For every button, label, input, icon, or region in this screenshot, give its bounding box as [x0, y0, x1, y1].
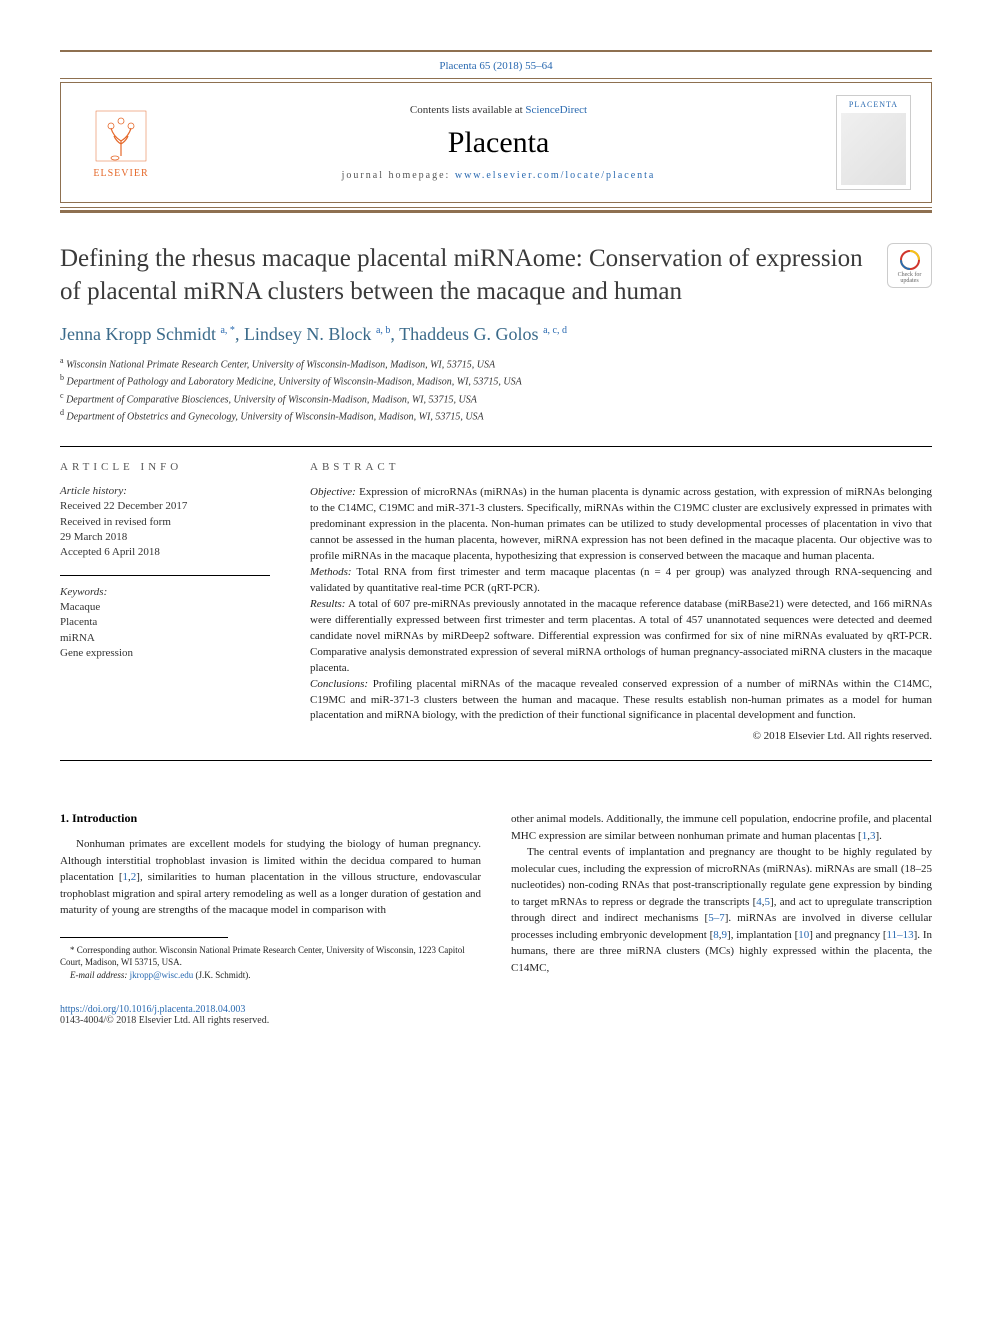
author-2: Lindsey N. Block — [244, 324, 372, 344]
conclusions-label: Conclusions: — [310, 678, 368, 690]
affiliation-c: Department of Comparative Biosciences, U… — [66, 394, 477, 405]
keyword-4: Gene expression — [60, 646, 270, 661]
author-1: Jenna Kropp Schmidt — [60, 324, 216, 344]
affiliation-b: Department of Pathology and Laboratory M… — [67, 377, 522, 388]
footnote-divider — [60, 937, 228, 938]
objective-text: Expression of microRNAs (miRNAs) in the … — [310, 486, 932, 562]
crossmark-text-bottom: updates — [900, 278, 918, 284]
intro-p2: other animal models. Additionally, the i… — [511, 811, 932, 844]
email-footnote: E-mail address: jkropp@wisc.edu (J.K. Sc… — [60, 969, 481, 982]
author-3-marks: a, c, d — [543, 325, 567, 336]
article-title: Defining the rhesus macaque placental mi… — [60, 243, 887, 308]
ref-8[interactable]: 8 — [713, 929, 719, 941]
objective-label: Objective: — [310, 486, 356, 498]
results-label: Results: — [310, 598, 345, 610]
ref-10[interactable]: 10 — [798, 929, 809, 941]
history-3: 29 March 2018 — [60, 530, 270, 545]
abstract-heading: ABSTRACT — [310, 461, 932, 473]
citation-link[interactable]: Placenta 65 (2018) 55–64 — [439, 60, 552, 72]
affiliations: a Wisconsin National Primate Research Ce… — [60, 355, 932, 424]
author-3: Thaddeus G. Golos — [399, 324, 538, 344]
corresponding-author: * Corresponding author. Wisconsin Nation… — [60, 944, 481, 969]
methods-text: Total RNA from first trimester and term … — [310, 566, 932, 594]
crossmark-icon — [898, 248, 922, 272]
email-link[interactable]: jkropp@wisc.edu — [130, 970, 194, 980]
methods-label: Methods: — [310, 566, 352, 578]
homepage-label: journal homepage: www.elsevier.com/locat… — [161, 170, 836, 181]
page-footer: https://doi.org/10.1016/j.placenta.2018.… — [60, 1004, 932, 1026]
abstract-copyright: © 2018 Elsevier Ltd. All rights reserved… — [310, 730, 932, 742]
history-1: Received 22 December 2017 — [60, 499, 270, 514]
intro-p3: The central events of implantation and p… — [511, 844, 932, 976]
section-divider — [60, 446, 932, 447]
keyword-3: miRNA — [60, 631, 270, 646]
publisher-logo: ELSEVIER — [81, 100, 161, 185]
intro-p1: Nonhuman primates are excellent models f… — [60, 836, 481, 919]
author-2-marks: a, b — [376, 325, 390, 336]
article-info-heading: ARTICLE INFO — [60, 461, 270, 473]
keyword-2: Placenta — [60, 615, 270, 630]
homepage-link[interactable]: www.elsevier.com/locate/placenta — [455, 170, 656, 181]
doi-link[interactable]: https://doi.org/10.1016/j.placenta.2018.… — [60, 1004, 245, 1015]
ref-4[interactable]: 4 — [756, 896, 762, 908]
history-2: Received in revised form — [60, 515, 270, 530]
ref-11-13[interactable]: 11–13 — [887, 929, 914, 941]
section-divider-2 — [60, 760, 932, 761]
header-divider — [60, 207, 932, 213]
keywords-label: Keywords: — [60, 586, 270, 598]
ref-1[interactable]: 1 — [123, 871, 129, 883]
journal-cover-title: PLACENTA — [849, 100, 898, 109]
ref-5-7[interactable]: 5–7 — [708, 912, 725, 924]
results-text: A total of 607 pre-miRNAs previously ann… — [310, 598, 932, 674]
citation-bar: Placenta 65 (2018) 55–64 — [60, 50, 932, 79]
elsevier-tree-icon — [91, 106, 151, 166]
journal-header: ELSEVIER Contents lists available at Sci… — [60, 82, 932, 203]
publisher-name: ELSEVIER — [93, 168, 148, 179]
sciencedirect-link[interactable]: ScienceDirect — [525, 104, 587, 116]
crossmark-badge[interactable]: Check for updates — [887, 243, 932, 288]
affiliation-a: Wisconsin National Primate Research Cent… — [66, 359, 495, 370]
issn-copyright: 0143-4004/© 2018 Elsevier Ltd. All right… — [60, 1015, 269, 1026]
ref-1b[interactable]: 1 — [862, 830, 868, 842]
journal-cover-image — [841, 113, 906, 185]
intro-heading: 1. Introduction — [60, 811, 481, 826]
affiliation-d: Department of Obstetrics and Gynecology,… — [67, 411, 484, 422]
history-label: Article history: — [60, 485, 270, 497]
history-4: Accepted 6 April 2018 — [60, 545, 270, 560]
author-list: Jenna Kropp Schmidt a, *, Lindsey N. Blo… — [60, 324, 932, 345]
conclusions-text: Profiling placental miRNAs of the macaqu… — [310, 678, 932, 722]
journal-name: Placenta — [161, 126, 836, 160]
author-1-marks: a, * — [220, 325, 234, 336]
contents-available: Contents lists available at ScienceDirec… — [161, 104, 836, 116]
keyword-1: Macaque — [60, 600, 270, 615]
abstract-body: Objective: Expression of microRNAs (miRN… — [310, 485, 932, 724]
journal-cover: PLACENTA — [836, 95, 911, 190]
